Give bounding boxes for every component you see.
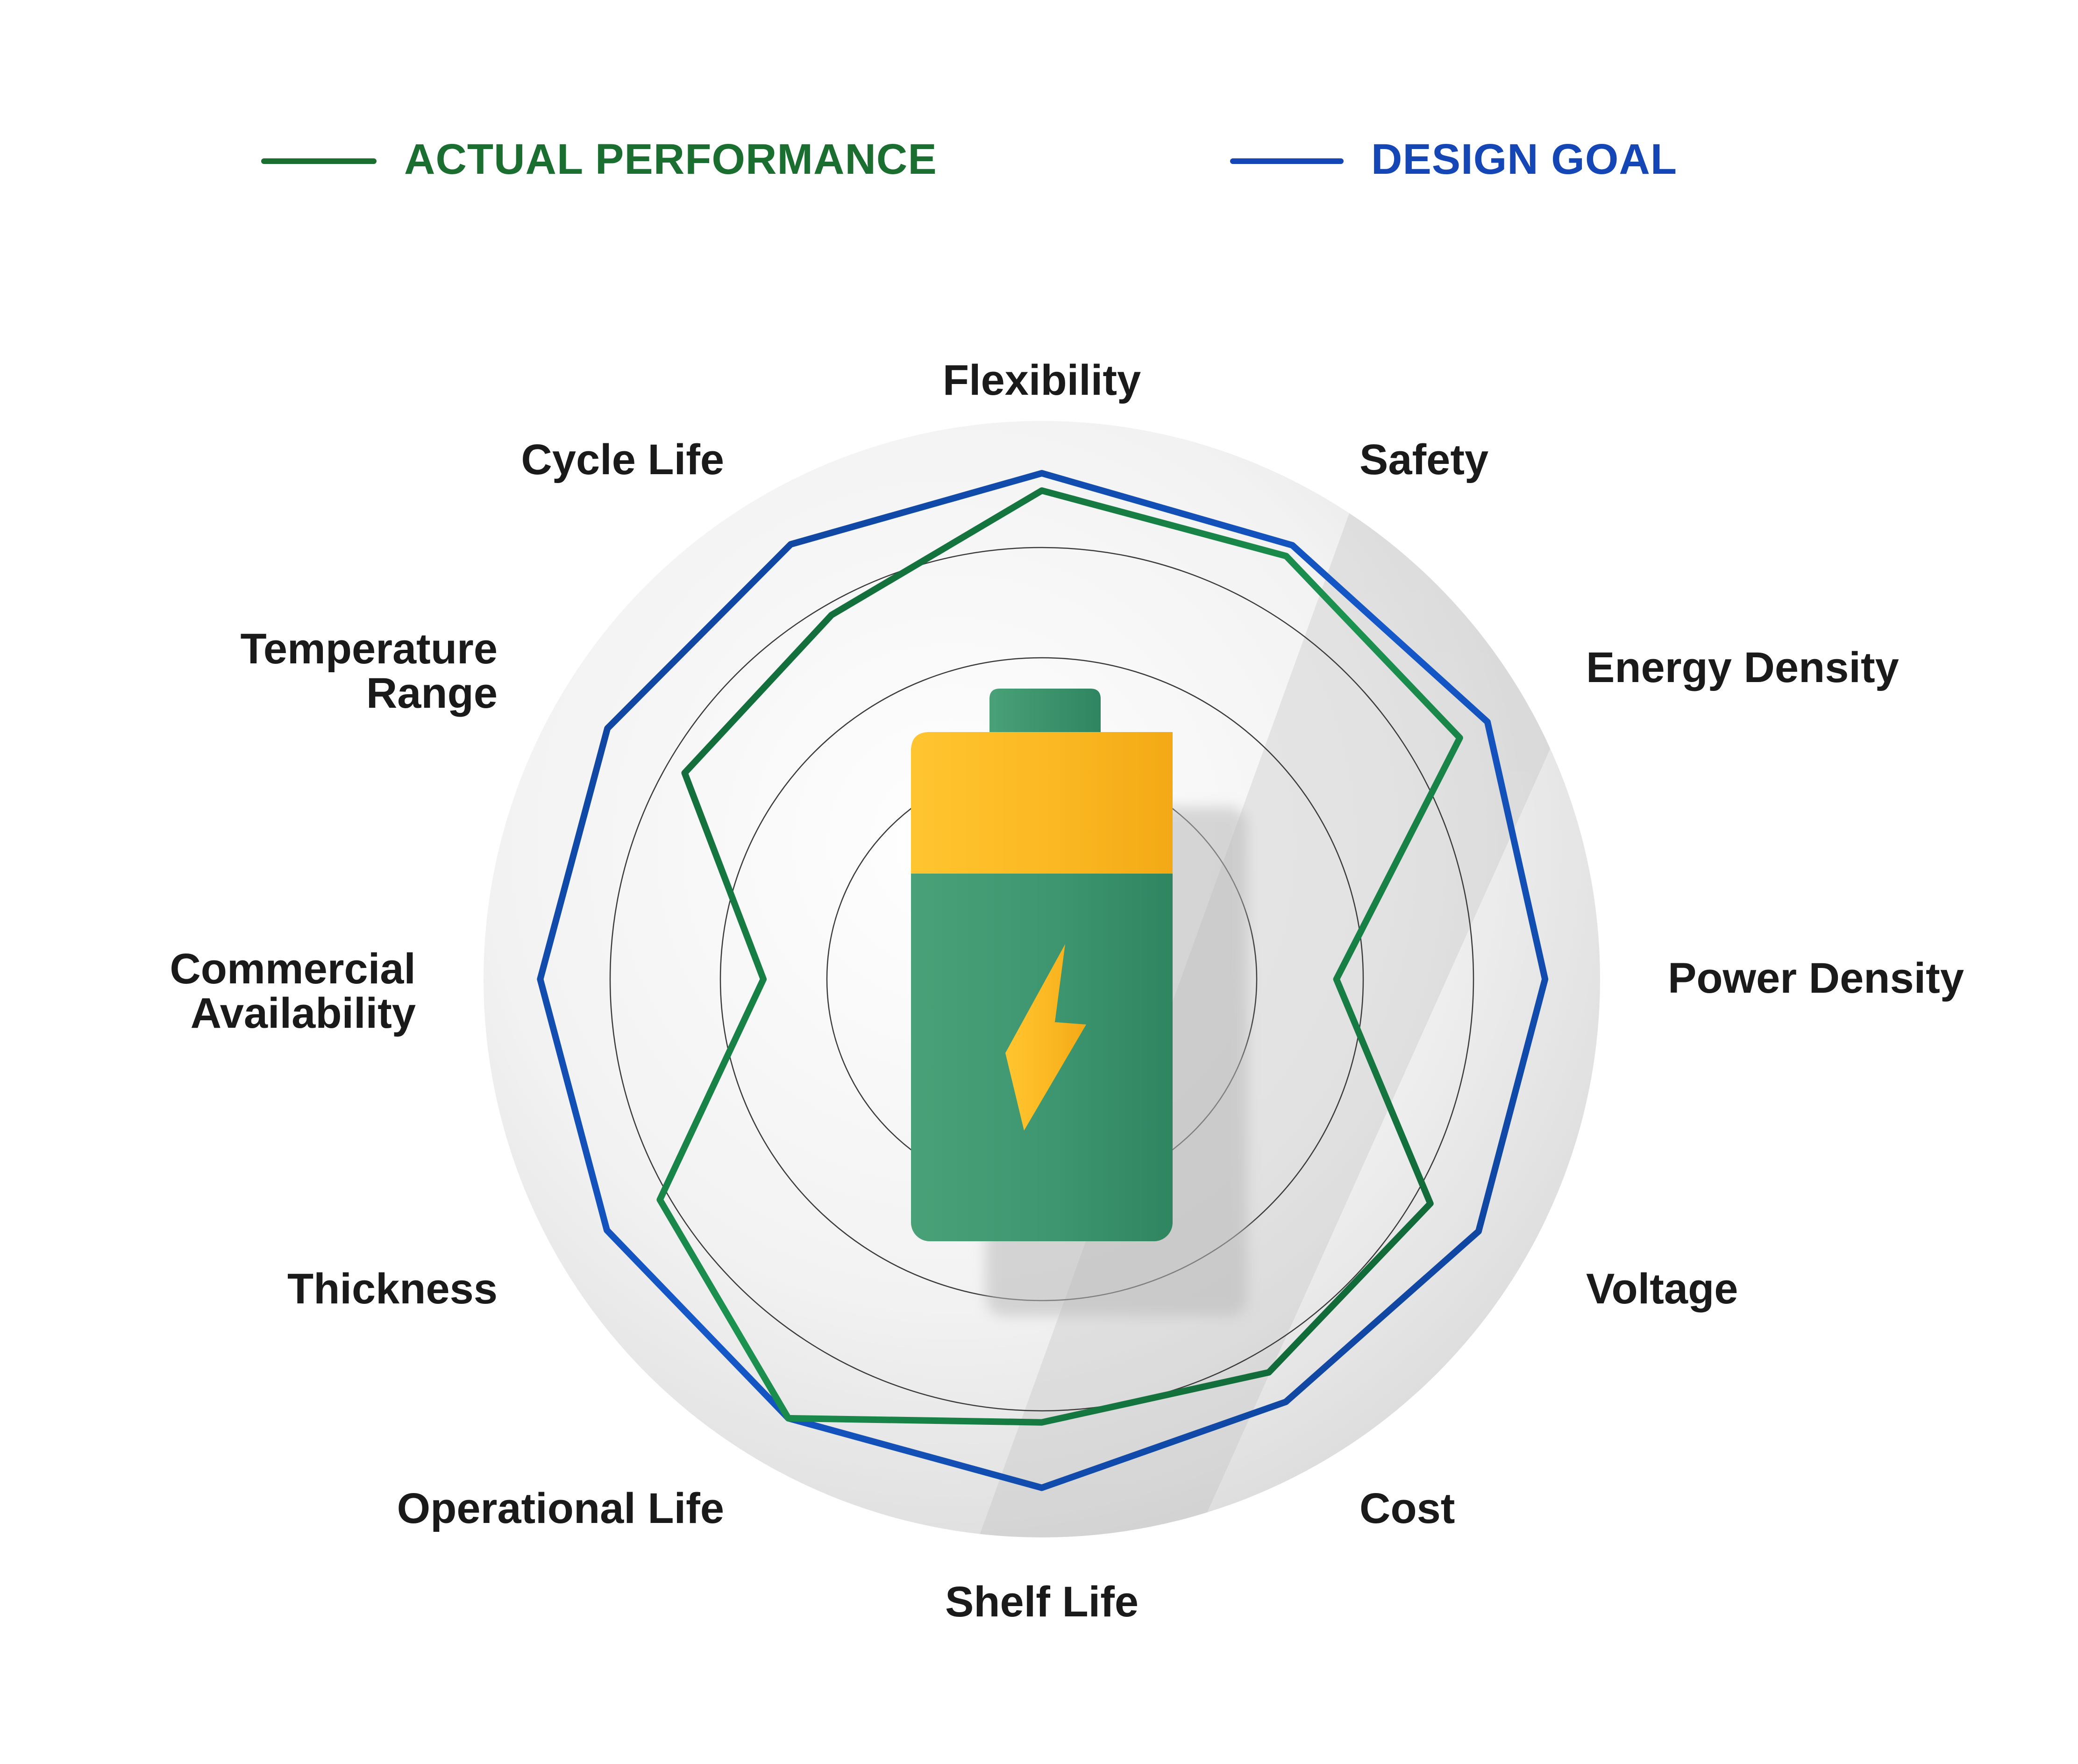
svg-text:Commercial: Commercial (170, 945, 416, 993)
svg-text:Shelf Life: Shelf Life (945, 1578, 1139, 1626)
svg-text:Cost: Cost (1359, 1485, 1455, 1532)
svg-text:Temperature: Temperature (241, 625, 498, 673)
svg-text:Safety: Safety (1359, 436, 1488, 484)
svg-text:Energy Density: Energy Density (1586, 644, 1899, 691)
svg-text:Power Density: Power Density (1668, 954, 1964, 1002)
svg-text:Availability: Availability (191, 989, 416, 1037)
svg-text:Cycle Life: Cycle Life (521, 436, 724, 484)
svg-text:Operational Life: Operational Life (397, 1485, 724, 1532)
svg-text:Range: Range (366, 669, 498, 717)
svg-text:DESIGN GOAL: DESIGN GOAL (1371, 135, 1677, 183)
svg-text:Voltage: Voltage (1586, 1265, 1738, 1313)
svg-text:ACTUAL PERFORMANCE: ACTUAL PERFORMANCE (404, 135, 937, 183)
svg-text:Flexibility: Flexibility (943, 356, 1141, 404)
svg-text:Thickness: Thickness (287, 1265, 498, 1313)
